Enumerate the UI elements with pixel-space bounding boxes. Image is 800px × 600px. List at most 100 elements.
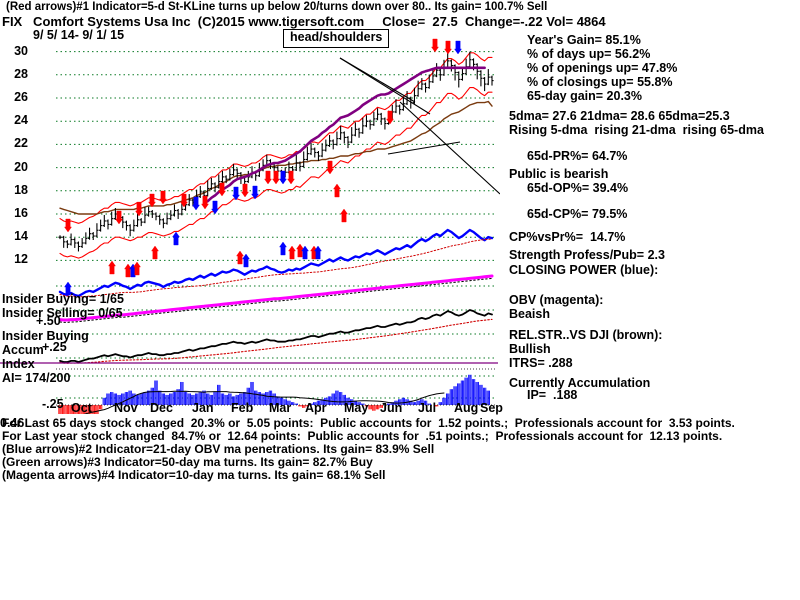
signal-arrow-blue-down <box>232 186 240 201</box>
footer-line-indicator4: (Magenta arrows)#4 Indicator=10-day ma t… <box>2 468 386 482</box>
y-tick-28: 28 <box>14 66 28 81</box>
footer-line-65days: For Last 65 days stock changed 20.3% or … <box>2 416 735 430</box>
stat-65d-pr: 65d-PR%= 64.7% <box>527 149 628 163</box>
x-tick-mar: Mar <box>269 401 292 415</box>
accumulation-histogram <box>58 374 490 414</box>
scale-minus-25-label: -.25 <box>42 397 64 411</box>
signal-arrow-red-down <box>272 170 280 185</box>
y-tick-30: 30 <box>14 43 28 58</box>
stat-65d-cp: 65d-CP%= 79.5% <box>527 207 628 221</box>
signal-arrow-red-down <box>431 38 439 53</box>
signal-arrow-red-down <box>386 110 394 125</box>
stat-65d-op: 65d-OP%= 39.4% <box>527 181 629 195</box>
signal-arrow-red-down <box>64 218 72 233</box>
stat-obv-value: Beaish <box>509 307 550 321</box>
y-tick-16: 16 <box>14 206 28 220</box>
x-tick-jul: Jul <box>418 401 437 415</box>
signal-arrow-red-down <box>326 160 334 175</box>
signal-arrow-blue-down <box>454 40 462 55</box>
signal-arrow-blue-up <box>64 281 72 296</box>
signal-arrow-red-up <box>288 245 296 260</box>
footer-line-lastyear: For Last year stock changed 84.7% or 12.… <box>2 429 723 443</box>
stat-dma-trend: Rising 5-dma rising 21-dma rising 65-dma <box>509 123 764 137</box>
insider-buying-label: Insider Buying= 1/65 <box>2 292 124 306</box>
signal-arrow-red-down <box>444 40 452 55</box>
stat-public-bearish: Public is bearish <box>509 167 609 181</box>
signal-arrow-red-up <box>124 263 132 278</box>
signal-arrow-red-down <box>264 170 272 185</box>
y-tick-18: 18 <box>14 182 28 197</box>
signal-arrow-red-up <box>296 243 304 258</box>
signal-arrow-blue-down <box>192 196 200 211</box>
signal-arrow-red-down <box>201 195 209 210</box>
signal-arrow-red-down <box>135 202 143 217</box>
y-tick-22: 22 <box>14 136 28 151</box>
y-tick-24: 24 <box>14 113 28 128</box>
footer-line-indicator2: (Blue arrows)#2 Indicator=21-day OBV ma … <box>2 442 435 456</box>
stat-cp-vs-pr: CP%vsPr%= 14.7% <box>509 230 626 244</box>
stat-pct-closings-up: % of closings up= 55.8% <box>527 75 673 89</box>
scale-0p46-label: 0.46 <box>0 416 25 430</box>
head-shoulders-annotation: head/shoulders <box>283 29 390 48</box>
chart-svg <box>0 38 500 414</box>
stat-closing-power-label: CLOSING POWER (blue): <box>509 263 659 277</box>
accum-label-line1: Accum <box>2 343 44 357</box>
insider-buying-label-2: Insider Buying <box>2 329 89 343</box>
stat-years-gain: Year's Gain= 85.1% <box>527 33 641 47</box>
signal-arrow-red-down <box>159 190 167 205</box>
stat-pct-days-up: % of days up= 56.2% <box>527 47 651 61</box>
signal-arrow-blue-up <box>242 253 250 268</box>
signal-arrow-blue-down <box>279 170 287 185</box>
stat-accumulation: Currently Accumulation <box>509 376 651 390</box>
scale-plus-25-label: +.25 <box>42 340 67 354</box>
signal-arrow-blue-down <box>211 200 219 215</box>
signal-arrow-blue-up <box>301 245 309 260</box>
indicator-1-headline: (Red arrows)#1 Indicator=5-d St-KLine tu… <box>6 1 548 13</box>
y-tick-20: 20 <box>14 159 28 174</box>
y-tick-14: 14 <box>14 229 28 244</box>
stat-relstr-value: Bullish <box>509 342 551 356</box>
x-tick-apr: Apr <box>305 401 327 415</box>
signal-arrow-red-up <box>151 245 159 260</box>
signal-arrow-red-up <box>133 261 141 276</box>
stat-pct-openings-up: % of openings up= 47.8% <box>527 61 678 75</box>
head-shoulders-pointer <box>339 57 500 195</box>
stat-ip: IP= .188 <box>527 388 578 402</box>
quote-header-line: FIX Comfort Systems Usa Inc (C)2015 www.… <box>2 14 606 29</box>
x-tick-nov: Nov <box>114 401 138 415</box>
scale-plus-50-label: +.50 <box>36 314 61 328</box>
insider-selling-label: Insider Selling= 0/65 <box>2 306 123 320</box>
signal-arrow-red-down <box>115 210 123 225</box>
y-tick-26: 26 <box>14 90 28 104</box>
x-tick-oct: Oct <box>71 401 92 415</box>
x-tick-dec: Dec <box>150 401 173 415</box>
signal-arrow-red-up <box>108 260 116 275</box>
chart-canvas <box>0 24 500 414</box>
signal-arrow-red-up <box>333 183 341 198</box>
signal-arrow-red-down <box>148 193 156 208</box>
stat-itrs: ITRS= .288 <box>509 356 573 370</box>
signal-arrow-blue-down <box>251 185 259 200</box>
y-tick-12: 12 <box>14 252 28 267</box>
signal-arrow-blue-up <box>279 241 287 256</box>
signal-arrows <box>64 38 462 296</box>
signal-arrow-red-down <box>287 170 295 185</box>
signal-arrow-red-up <box>236 250 244 265</box>
accum-label-line2: Index <box>2 357 35 371</box>
x-tick-aug: Aug <box>454 401 479 415</box>
stat-relstr-label: REL.STR..VS DJI (brown): <box>509 328 663 342</box>
date-range-label: 9/ 5/ 14- 9/ 1/ 15 <box>33 28 125 42</box>
price-bars <box>58 51 494 252</box>
accum-index-ai-value: AI= 174/200 <box>2 371 71 385</box>
signal-arrow-red-down <box>180 193 188 208</box>
x-tick-jun: Jun <box>380 401 403 415</box>
stat-obv-label: OBV (magenta): <box>509 293 604 307</box>
signal-arrow-blue-up <box>314 245 322 260</box>
x-tick-feb: Feb <box>231 401 254 415</box>
signal-arrow-red-down <box>218 182 226 197</box>
x-tick-may: May <box>344 401 369 415</box>
stat-strength-prof-pub: Strength Profess/Pub= 2.3 <box>509 248 665 262</box>
stat-65day-gain: 65-day gain= 20.3% <box>527 89 642 103</box>
footer-line-indicator3: (Green arrows)#3 Indicator=50-day ma tur… <box>2 455 373 469</box>
